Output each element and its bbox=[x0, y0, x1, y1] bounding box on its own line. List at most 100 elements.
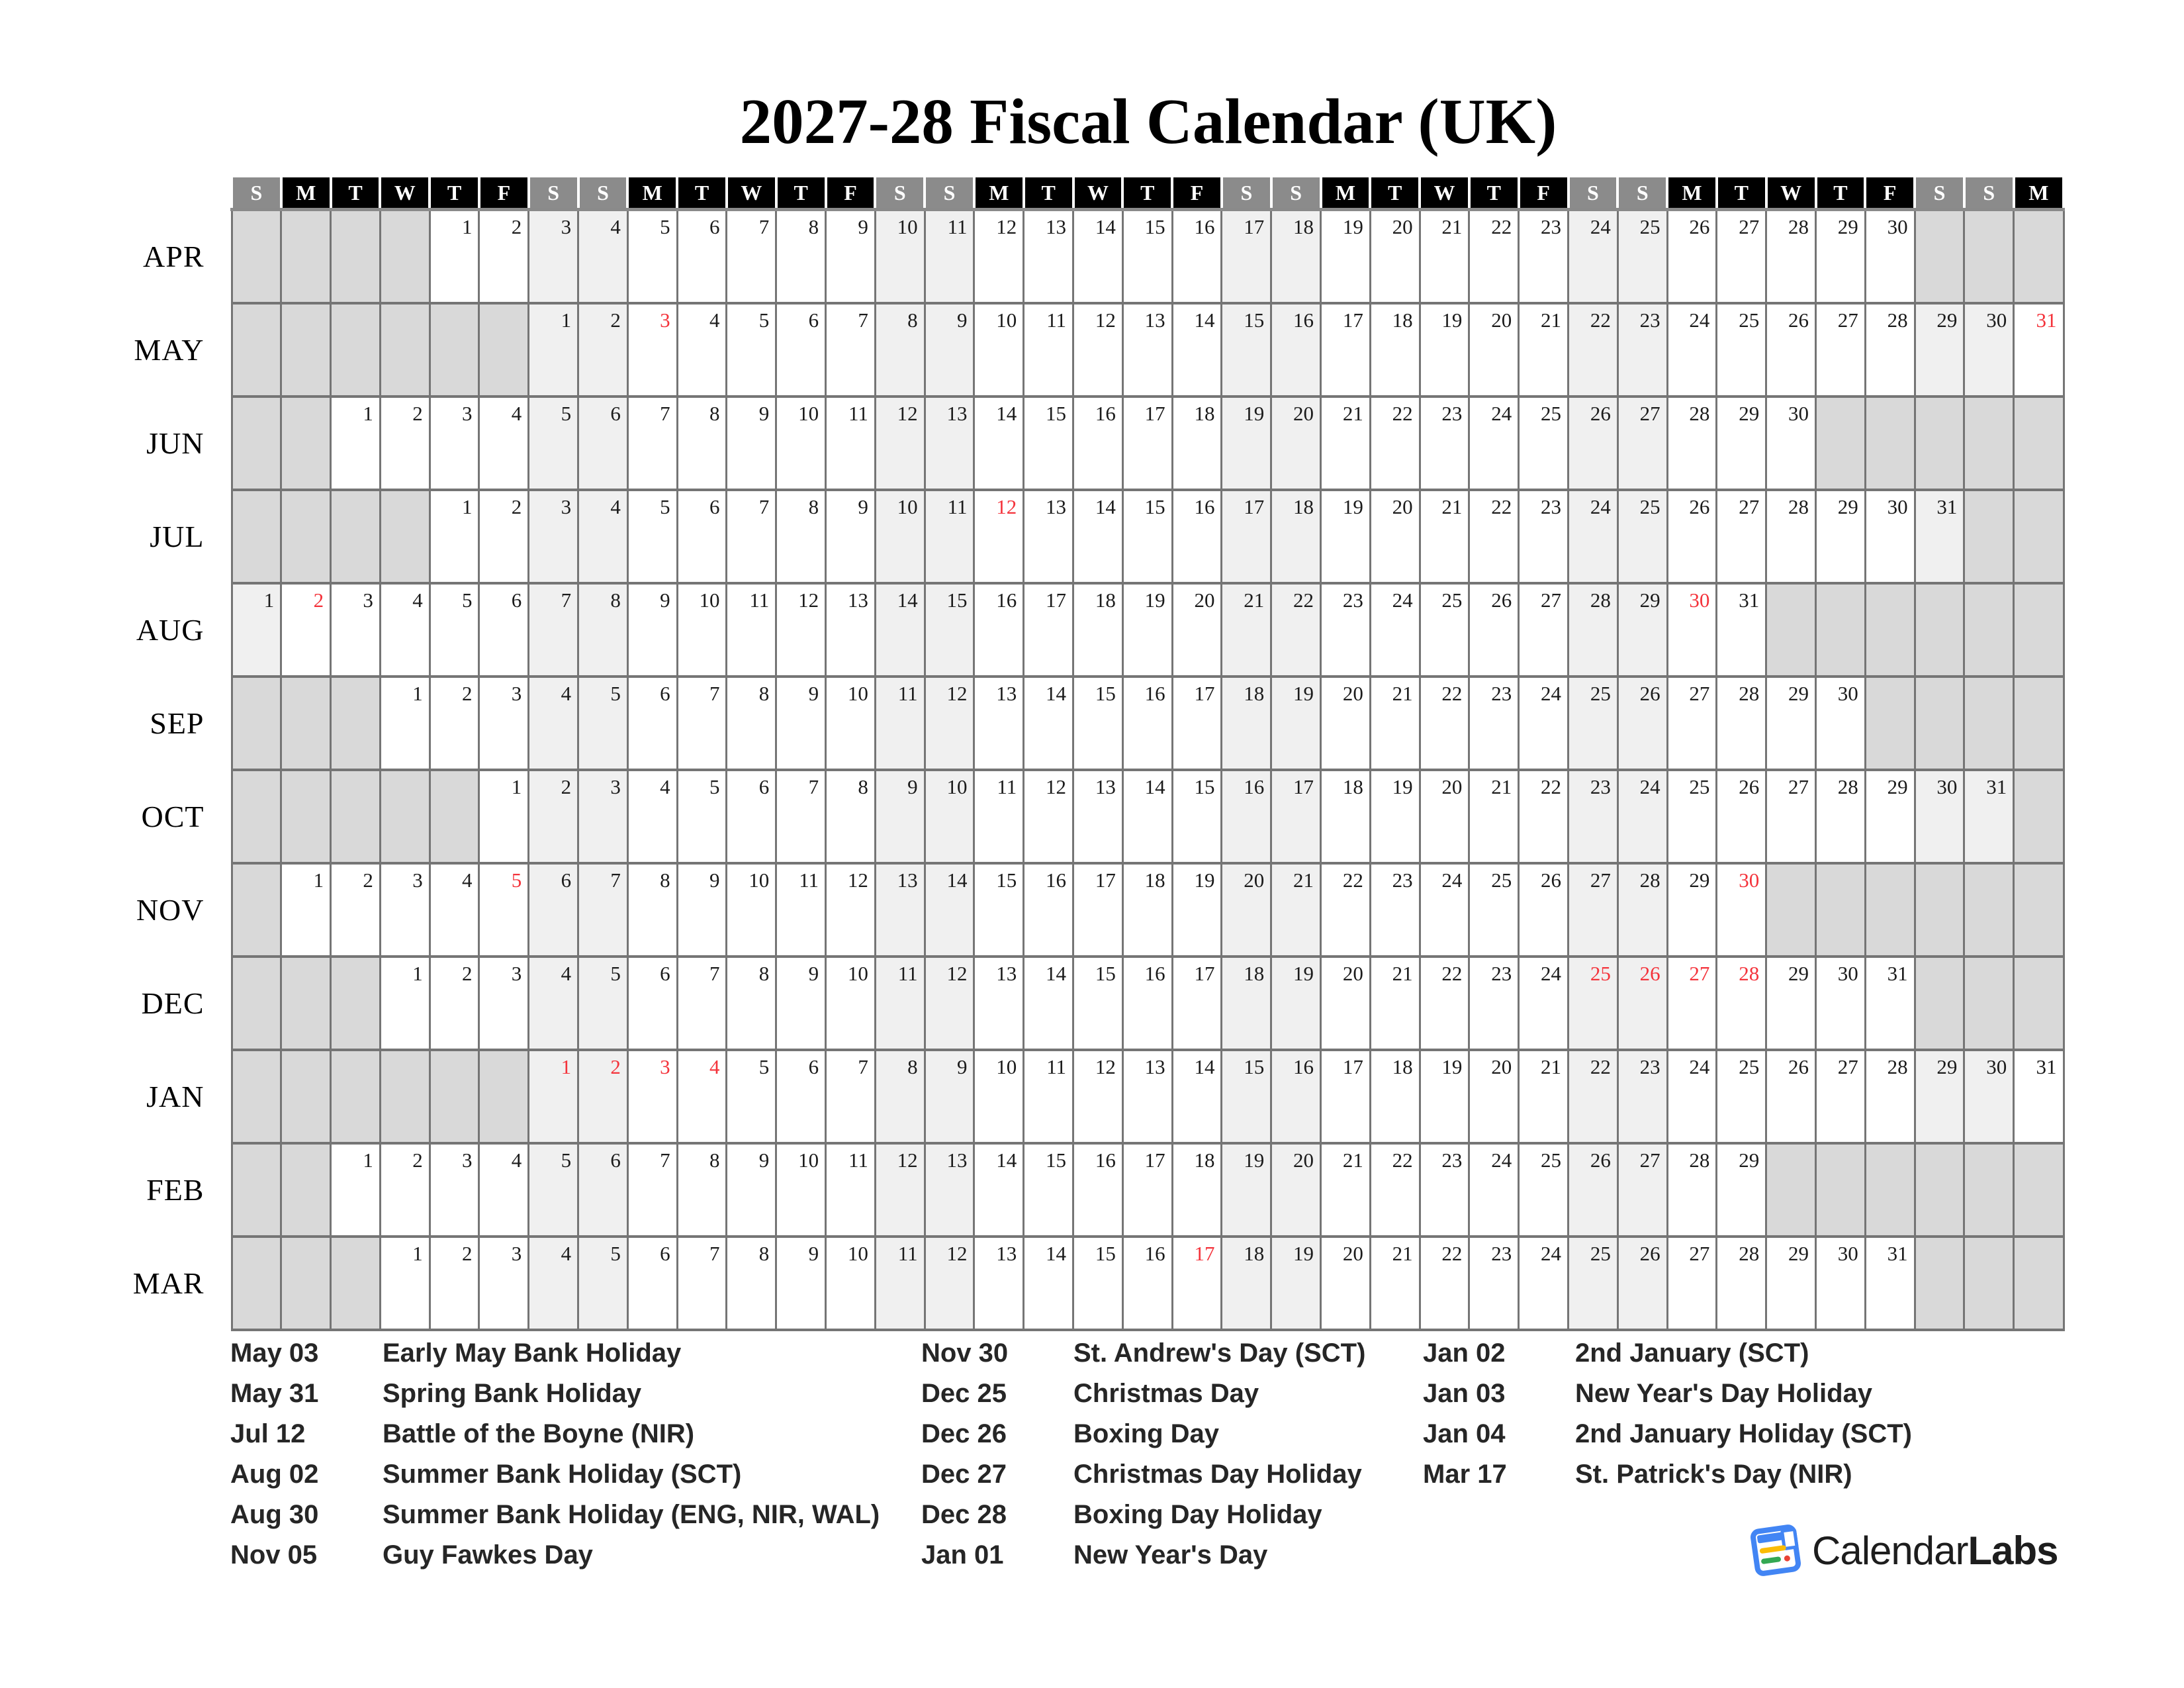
empty-cell-apr bbox=[1913, 208, 1966, 305]
day-cell-nov-12: 12 bbox=[825, 862, 876, 958]
day-cell-aug-19: 19 bbox=[1121, 582, 1173, 678]
day-cell-may-1: 1 bbox=[527, 302, 580, 398]
day-cell-mar-16: 16 bbox=[1121, 1235, 1173, 1331]
day-cell-mar-25: 25 bbox=[1567, 1235, 1619, 1331]
day-cell-jul-31: 31 bbox=[1913, 489, 1966, 585]
empty-cell-jun bbox=[280, 395, 332, 491]
day-cell-apr-30: 30 bbox=[1864, 208, 1916, 305]
empty-cell-nov bbox=[1963, 862, 2015, 958]
day-cell-aug-5: 5 bbox=[428, 582, 480, 678]
empty-cell-apr bbox=[1963, 208, 2015, 305]
empty-cell-nov bbox=[1765, 862, 1817, 958]
day-cell-jul-11: 11 bbox=[923, 489, 976, 585]
empty-cell-dec bbox=[230, 955, 283, 1051]
day-cell-jun-6: 6 bbox=[577, 395, 629, 491]
month-label-jun: JUN bbox=[0, 397, 232, 490]
empty-cell-apr bbox=[230, 208, 283, 305]
day-cell-aug-4: 4 bbox=[379, 582, 431, 678]
day-cell-feb-5: 5 bbox=[527, 1142, 580, 1238]
day-cell-dec-28: 28 bbox=[1715, 955, 1768, 1051]
day-cell-jun-25: 25 bbox=[1518, 395, 1570, 491]
empty-cell-feb bbox=[1765, 1142, 1817, 1238]
day-cell-aug-16: 16 bbox=[973, 582, 1025, 678]
day-cell-jun-20: 20 bbox=[1270, 395, 1322, 491]
day-cell-jan-26: 26 bbox=[1765, 1049, 1817, 1145]
day-cell-oct-25: 25 bbox=[1666, 769, 1718, 865]
day-cell-mar-14: 14 bbox=[1023, 1235, 1075, 1331]
empty-cell-jul bbox=[1963, 489, 2015, 585]
day-cell-oct-7: 7 bbox=[775, 769, 827, 865]
legend-holiday-name: New Year's Day bbox=[1073, 1540, 1268, 1570]
legend-date: Jul 12 bbox=[230, 1419, 306, 1448]
empty-cell-mar bbox=[2013, 1235, 2065, 1331]
day-cell-jan-30: 30 bbox=[1963, 1049, 2015, 1145]
day-cell-feb-8: 8 bbox=[676, 1142, 728, 1238]
dow-header-col-8: S bbox=[576, 175, 629, 211]
day-cell-may-24: 24 bbox=[1666, 302, 1718, 398]
empty-cell-mar bbox=[330, 1235, 381, 1331]
dow-header-col-29: S bbox=[1616, 175, 1669, 211]
day-cell-jun-29: 29 bbox=[1715, 395, 1768, 491]
month-row-feb: FEB 1 2 3 4 5 6 7 8 9 10 11 12 13 14 15 16 17 18 19 20 21 22 23… bbox=[0, 1142, 2065, 1238]
day-cell-may-9: 9 bbox=[923, 302, 976, 398]
day-cell-jul-25: 25 bbox=[1616, 489, 1668, 585]
day-cell-jul-10: 10 bbox=[874, 489, 926, 585]
empty-cell-feb bbox=[2013, 1142, 2065, 1238]
day-cell-sep-17: 17 bbox=[1171, 675, 1223, 771]
day-cell-oct-28: 28 bbox=[1815, 769, 1866, 865]
day-cell-sep-25: 25 bbox=[1567, 675, 1619, 771]
day-cell-jan-11: 11 bbox=[1023, 1049, 1075, 1145]
day-cell-sep-26: 26 bbox=[1616, 675, 1668, 771]
day-cell-nov-6: 6 bbox=[527, 862, 580, 958]
day-cell-may-29: 29 bbox=[1913, 302, 1966, 398]
logo-icon-red-dot bbox=[1784, 1555, 1791, 1562]
day-cell-aug-10: 10 bbox=[676, 582, 728, 678]
day-cell-jan-31: 31 bbox=[2013, 1049, 2065, 1145]
day-cell-aug-26: 26 bbox=[1468, 582, 1520, 678]
empty-cell-sep bbox=[1963, 675, 2015, 771]
day-cell-jul-24: 24 bbox=[1567, 489, 1619, 585]
day-cell-sep-20: 20 bbox=[1320, 675, 1371, 771]
dow-header-col-24: T bbox=[1369, 175, 1422, 211]
day-cell-apr-14: 14 bbox=[1072, 208, 1124, 305]
day-cell-jul-15: 15 bbox=[1121, 489, 1173, 585]
day-cell-nov-15: 15 bbox=[973, 862, 1025, 958]
dow-header-col-33: T bbox=[1814, 175, 1867, 211]
legend-item: Jan 02 2nd January (SCT) bbox=[1423, 1338, 1912, 1379]
day-cell-mar-7: 7 bbox=[676, 1235, 728, 1331]
day-cell-nov-4: 4 bbox=[428, 862, 480, 958]
empty-cell-mar bbox=[1963, 1235, 2015, 1331]
day-cell-aug-28: 28 bbox=[1567, 582, 1619, 678]
empty-cell-dec bbox=[2013, 955, 2065, 1051]
day-cell-jul-30: 30 bbox=[1864, 489, 1916, 585]
day-cell-jan-8: 8 bbox=[874, 1049, 926, 1145]
empty-cell-jan bbox=[379, 1049, 431, 1145]
day-cell-apr-5: 5 bbox=[626, 208, 678, 305]
day-cell-jun-24: 24 bbox=[1468, 395, 1520, 491]
day-cell-jan-20: 20 bbox=[1468, 1049, 1520, 1145]
day-cell-aug-31: 31 bbox=[1715, 582, 1768, 678]
day-cell-may-11: 11 bbox=[1023, 302, 1075, 398]
empty-cell-jul bbox=[280, 489, 332, 585]
day-cell-apr-21: 21 bbox=[1418, 208, 1471, 305]
day-cell-nov-5: 5 bbox=[478, 862, 530, 958]
dow-header-col-28: S bbox=[1567, 175, 1619, 211]
day-cell-aug-29: 29 bbox=[1616, 582, 1668, 678]
day-cell-sep-21: 21 bbox=[1369, 675, 1421, 771]
month-column-spacer bbox=[0, 176, 232, 210]
dow-header-col-22: S bbox=[1269, 175, 1322, 211]
day-cell-oct-13: 13 bbox=[1072, 769, 1124, 865]
empty-cell-aug bbox=[1963, 582, 2015, 678]
day-cell-mar-19: 19 bbox=[1270, 1235, 1322, 1331]
day-cell-dec-18: 18 bbox=[1220, 955, 1273, 1051]
day-cell-feb-12: 12 bbox=[874, 1142, 926, 1238]
day-cell-apr-9: 9 bbox=[825, 208, 876, 305]
day-cell-aug-25: 25 bbox=[1418, 582, 1471, 678]
day-cell-jan-4: 4 bbox=[676, 1049, 728, 1145]
day-cell-jan-12: 12 bbox=[1072, 1049, 1124, 1145]
day-cell-nov-17: 17 bbox=[1072, 862, 1124, 958]
day-cell-jan-28: 28 bbox=[1864, 1049, 1916, 1145]
day-cell-jan-5: 5 bbox=[725, 1049, 778, 1145]
day-cell-may-21: 21 bbox=[1518, 302, 1570, 398]
